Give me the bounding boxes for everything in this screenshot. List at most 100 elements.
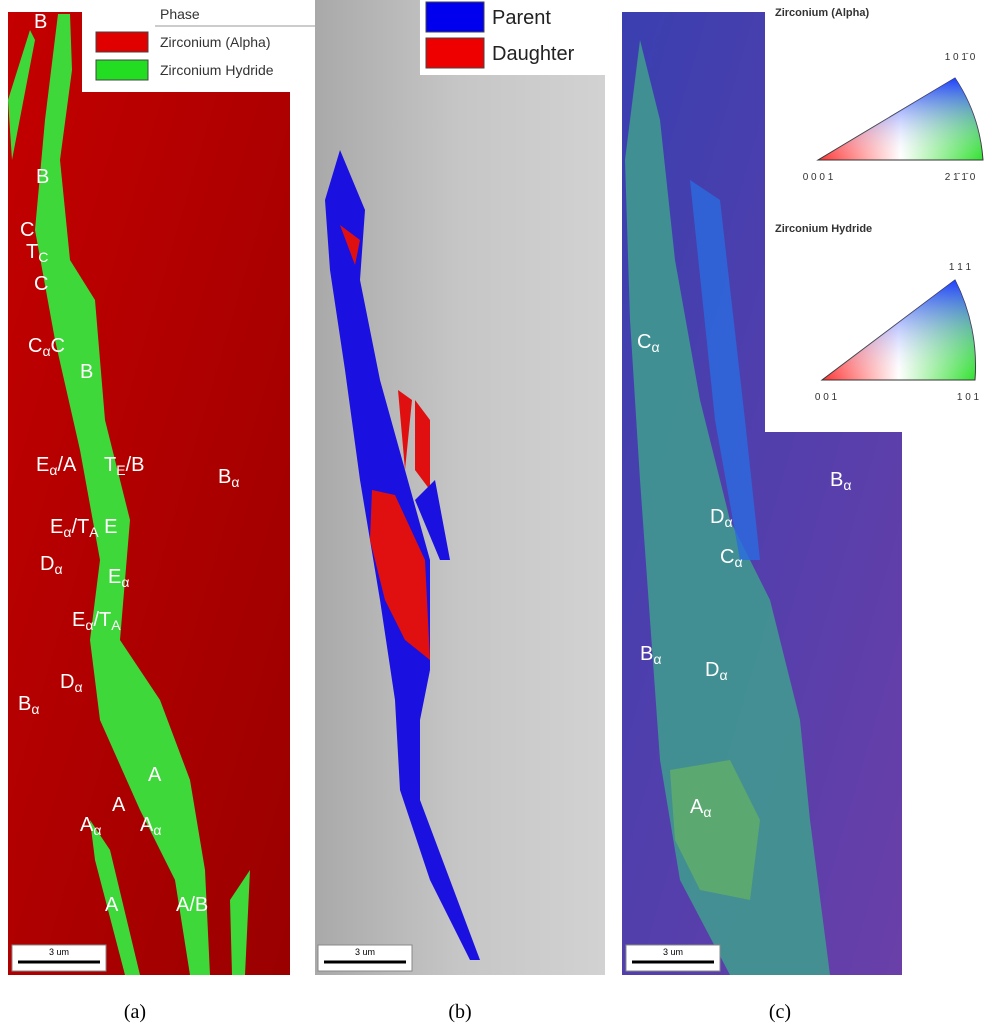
region-label: A/B — [176, 894, 208, 916]
region-label: Aα — [140, 814, 161, 838]
region-label: Eα — [108, 566, 129, 590]
label-part: C — [637, 331, 651, 353]
grain — [690, 180, 760, 560]
label-part: C — [34, 273, 48, 295]
label-part: C — [20, 219, 34, 241]
region-label: Bα — [830, 469, 851, 493]
region-label: TE/B — [104, 454, 144, 478]
label-part: D — [710, 506, 724, 528]
label-part: /T — [71, 516, 89, 538]
hydride — [35, 14, 210, 975]
key-corner: 1 1 1 — [949, 262, 972, 273]
region-label: CαC — [28, 335, 65, 359]
key-corner: 1 0 1 — [957, 392, 980, 403]
label-subscript: α — [843, 477, 851, 493]
label-part: D — [40, 553, 54, 575]
label-part: /T — [93, 609, 111, 631]
label-part: C — [28, 335, 42, 357]
label-part: B — [34, 11, 47, 33]
panel-caption: (c) — [769, 1001, 791, 1023]
label-part: B — [36, 166, 49, 188]
daughter-grains — [340, 225, 430, 660]
region-label: TC — [26, 241, 48, 265]
label-part: B — [640, 643, 653, 665]
label-subscript: α — [703, 804, 711, 820]
label-subscript: α — [85, 617, 93, 633]
key-corner: 2 1̄ 1̄ 0 — [945, 172, 976, 183]
ipf-key — [818, 78, 983, 160]
label-part: A/B — [176, 894, 208, 916]
region-label: Eα/TA — [72, 609, 121, 633]
band-contrast-map — [315, 0, 605, 975]
label-part: A — [690, 796, 704, 818]
scale-bar-label: 3 um — [49, 947, 69, 957]
region-label: A — [112, 794, 126, 816]
legend-entry: Zirconium (Alpha) — [160, 34, 270, 50]
label-subscript: α — [121, 574, 129, 590]
key-title: Zirconium (Alpha) — [775, 7, 869, 19]
label-subscript: A — [89, 524, 99, 540]
region-label: Eα/A — [36, 454, 77, 478]
region-label: A — [148, 764, 162, 786]
legend-entry: Daughter — [492, 43, 575, 65]
region-label: Eα/TA E — [50, 516, 117, 540]
scale-bar-label: 3 um — [663, 947, 683, 957]
label-part: B — [830, 469, 843, 491]
label-part: B — [218, 466, 231, 488]
label-part: A — [80, 814, 94, 836]
scale-bar-box — [11, 944, 107, 972]
region-label: Dα — [710, 506, 733, 530]
label-subscript: α — [63, 524, 71, 540]
label-subscript: α — [734, 554, 742, 570]
region-label: B — [36, 166, 49, 188]
region-label: Cα — [637, 331, 660, 355]
label-part: C — [720, 546, 734, 568]
label-subscript: A — [111, 617, 121, 633]
region-label: C — [34, 273, 48, 295]
label-subscript: α — [54, 561, 62, 577]
legend-entry: Zirconium Hydride — [160, 62, 274, 78]
label-part: A — [148, 764, 162, 786]
region-label: B — [34, 11, 47, 33]
region-label: Dα — [40, 553, 63, 577]
label-subscript: E — [116, 462, 125, 478]
scale-bar-box — [625, 944, 721, 972]
panel-caption: (b) — [448, 1001, 471, 1023]
legend-entry: Parent — [492, 7, 551, 29]
region-label: Bα — [18, 693, 39, 717]
label-part: D — [705, 659, 719, 681]
legend-swatch — [425, 1, 485, 33]
label-part: A — [140, 814, 154, 836]
label-subscript: α — [153, 822, 161, 838]
panel-caption: (a) — [124, 1001, 146, 1023]
label-part: E — [108, 566, 121, 588]
parent-grains — [415, 480, 450, 560]
label-subscript: α — [74, 679, 82, 695]
region-label: Bα — [218, 466, 239, 490]
label-part: E — [72, 609, 85, 631]
ipf-key — [822, 280, 976, 380]
region-label: A — [105, 894, 119, 916]
label-subscript: C — [38, 249, 48, 265]
grain — [670, 760, 760, 900]
label-subscript: α — [31, 701, 39, 717]
label-part: D — [60, 671, 74, 693]
key-corner: 0 0 1 — [815, 392, 838, 403]
label-part: E — [50, 516, 63, 538]
label-subscript: α — [231, 474, 239, 490]
region-label: Aα — [690, 796, 711, 820]
label-subscript: α — [42, 343, 50, 359]
label-part: B — [18, 693, 31, 715]
label-part: E — [36, 454, 49, 476]
label-part: B — [80, 361, 93, 383]
scale-bar-box — [317, 944, 413, 972]
scale-bar-label: 3 um — [355, 947, 375, 957]
label-subscript: α — [49, 462, 57, 478]
key-title: Zirconium Hydride — [775, 223, 872, 235]
region-label: Dα — [705, 659, 728, 683]
hydride-ipf — [625, 40, 830, 975]
label-subscript: α — [724, 514, 732, 530]
label-subscript: α — [93, 822, 101, 838]
label-part: /B — [126, 454, 145, 476]
label-part: A — [112, 794, 126, 816]
